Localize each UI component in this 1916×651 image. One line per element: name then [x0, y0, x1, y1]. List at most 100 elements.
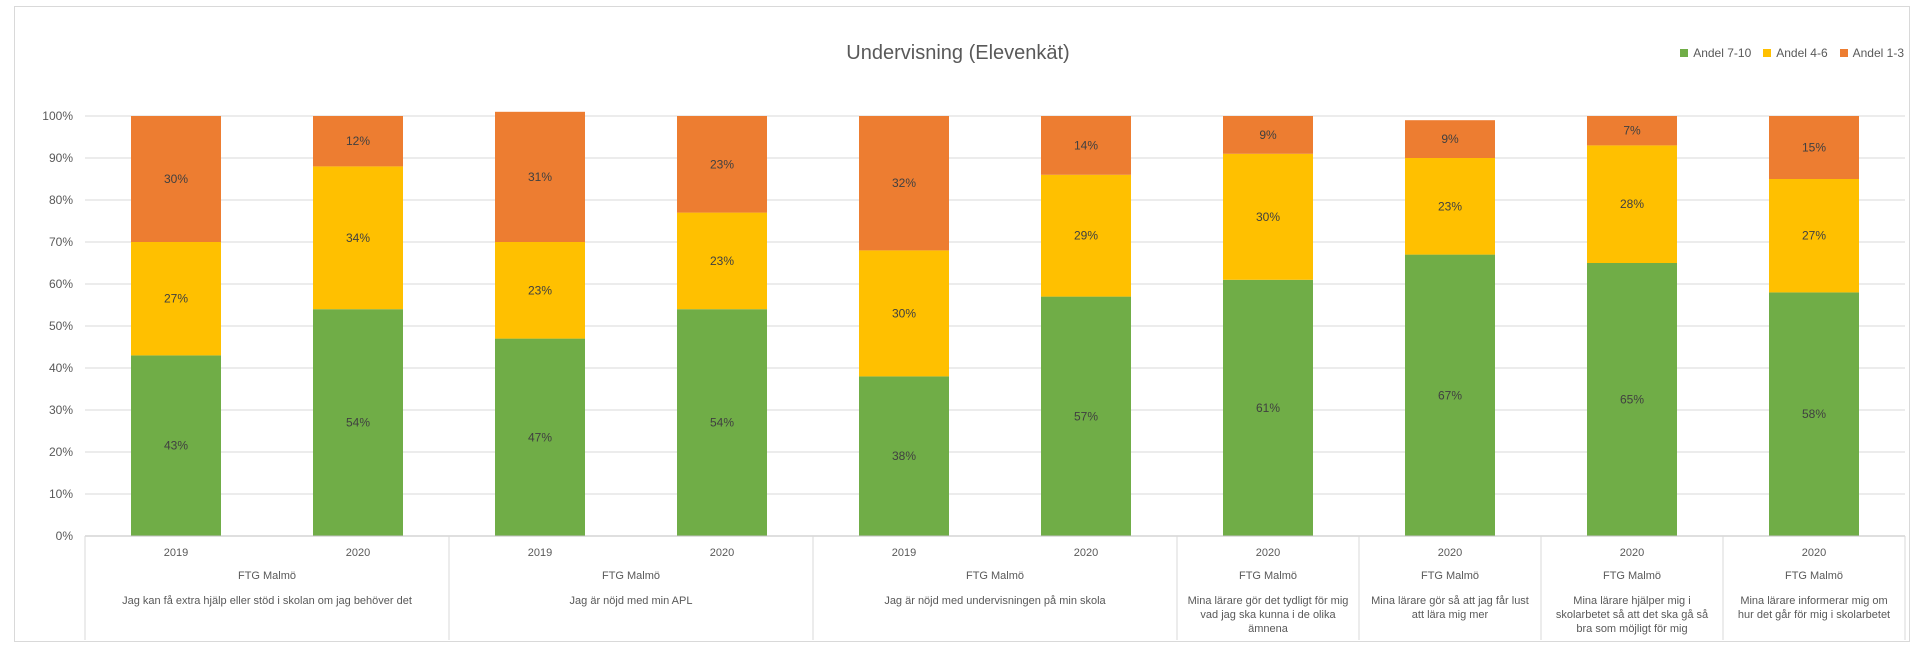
x-question-label: vad jag ska kunna i de olika — [1200, 609, 1336, 621]
bar-segment — [313, 116, 403, 167]
y-tick-label: 30% — [49, 403, 73, 417]
bar-segment — [1223, 279, 1313, 536]
legend-entry: Andel 7-10 — [1680, 46, 1751, 60]
data-label: 65% — [1620, 393, 1644, 407]
x-question-label: skolarbetet så att det ska gå så — [1556, 609, 1709, 621]
legend-label: Andel 4-6 — [1776, 46, 1828, 60]
y-tick-label: 80% — [49, 193, 73, 207]
x-question-label: Mina lärare informerar mig om — [1740, 595, 1887, 607]
x-year-label: 2020 — [1802, 547, 1826, 559]
bar-segment — [677, 212, 767, 310]
x-year-label: 2020 — [1438, 547, 1462, 559]
x-question-label: Mina lärare hjälper mig i — [1573, 595, 1690, 607]
bar-segment — [1405, 254, 1495, 536]
data-label: 23% — [710, 157, 734, 171]
data-label: 58% — [1802, 407, 1826, 421]
bar-segment — [1587, 263, 1677, 536]
bar-segment — [131, 116, 221, 242]
x-question-label: Mina lärare gör det tydligt för mig — [1188, 595, 1349, 607]
data-label: 15% — [1802, 141, 1826, 155]
x-question-label: bra som möjligt för mig — [1576, 623, 1687, 635]
data-label: 38% — [892, 449, 916, 463]
bar-segment — [495, 242, 585, 339]
x-question-label: hur det går för mig i skolarbetet — [1738, 609, 1890, 621]
data-label: 12% — [346, 134, 370, 148]
data-label: 27% — [1802, 229, 1826, 243]
x-year-label: 2019 — [528, 547, 552, 559]
legend-swatch — [1763, 49, 1772, 57]
data-label: 47% — [528, 430, 552, 444]
x-unit-label: FTG Malmö — [1239, 570, 1297, 582]
bar-segment — [1769, 179, 1859, 293]
y-tick-label: 90% — [49, 151, 73, 165]
legend-entry: Andel 1-3 — [1839, 46, 1904, 60]
legend-entry: Andel 4-6 — [1763, 46, 1828, 60]
x-question-label: Jag är nöjd med undervisningen på min sk… — [884, 595, 1106, 607]
x-year-label: 2020 — [1620, 547, 1644, 559]
bar-segment — [495, 111, 585, 242]
bar-segment — [1223, 153, 1313, 280]
bar-segment — [1041, 296, 1131, 536]
bar-segment — [1769, 116, 1859, 179]
bar-segment — [859, 376, 949, 536]
chart-title: Undervisning (Elevenkät) — [846, 42, 1070, 64]
data-label: 54% — [346, 416, 370, 430]
data-label: 31% — [528, 170, 552, 184]
legend-label: Andel 1-3 — [1852, 46, 1904, 60]
legend-swatch — [1680, 49, 1689, 57]
x-question-label: Jag är nöjd med min APL — [570, 595, 693, 607]
bar-segment — [1769, 292, 1859, 536]
data-label: 67% — [1438, 388, 1462, 402]
data-label: 9% — [1259, 128, 1277, 142]
x-unit-label: FTG Malmö — [1603, 570, 1661, 582]
bar-segment — [859, 250, 949, 377]
x-question-label: att lära mig mer — [1412, 609, 1489, 621]
x-unit-label: FTG Malmö — [602, 570, 660, 582]
data-label: 29% — [1074, 229, 1098, 243]
y-tick-label: 0% — [56, 529, 74, 543]
x-question-label: ämnena — [1248, 623, 1289, 635]
data-label: 30% — [892, 306, 916, 320]
data-label: 57% — [1074, 409, 1098, 423]
data-label: 30% — [164, 172, 188, 186]
data-label: 9% — [1441, 132, 1459, 146]
y-tick-label: 70% — [49, 235, 73, 249]
x-year-label: 2020 — [1074, 547, 1098, 559]
bar-segment — [859, 116, 949, 251]
data-label: 54% — [710, 416, 734, 430]
y-tick-label: 20% — [49, 445, 73, 459]
legend: Andel 7-10 Andel 4-6 Andel 1-3 — [1680, 46, 1904, 60]
x-unit-label: FTG Malmö — [966, 570, 1024, 582]
bar-segment — [131, 355, 221, 536]
data-label: 34% — [346, 231, 370, 245]
x-question-label: Jag kan få extra hjälp eller stöd i skol… — [122, 595, 412, 607]
x-question-label: Mina lärare gör så att jag får lust — [1371, 595, 1529, 607]
bar-segment — [1223, 116, 1313, 154]
bar-segment — [1405, 120, 1495, 158]
data-label: 28% — [1620, 197, 1644, 211]
x-unit-label: FTG Malmö — [1785, 570, 1843, 582]
y-tick-label: 40% — [49, 361, 73, 375]
data-label: 7% — [1623, 124, 1641, 138]
data-label: 14% — [1074, 138, 1098, 152]
x-year-label: 2019 — [892, 547, 916, 559]
y-tick-label: 100% — [42, 109, 73, 123]
bar-segment — [677, 309, 767, 536]
data-label: 27% — [164, 292, 188, 306]
bar-segment — [131, 242, 221, 356]
x-unit-label: FTG Malmö — [1421, 570, 1479, 582]
data-label: 30% — [1256, 210, 1280, 224]
data-label: 23% — [710, 254, 734, 268]
x-year-label: 2020 — [710, 547, 734, 559]
bar-segment — [677, 116, 767, 213]
y-tick-label: 60% — [49, 277, 73, 291]
x-year-label: 2019 — [164, 547, 188, 559]
bar-segment — [495, 338, 585, 536]
bar-segment — [1587, 116, 1677, 146]
x-year-label: 2020 — [1256, 547, 1280, 559]
y-tick-label: 10% — [49, 487, 73, 501]
bar-segment — [313, 166, 403, 310]
x-year-label: 2020 — [346, 547, 370, 559]
bar-segment — [1587, 145, 1677, 263]
